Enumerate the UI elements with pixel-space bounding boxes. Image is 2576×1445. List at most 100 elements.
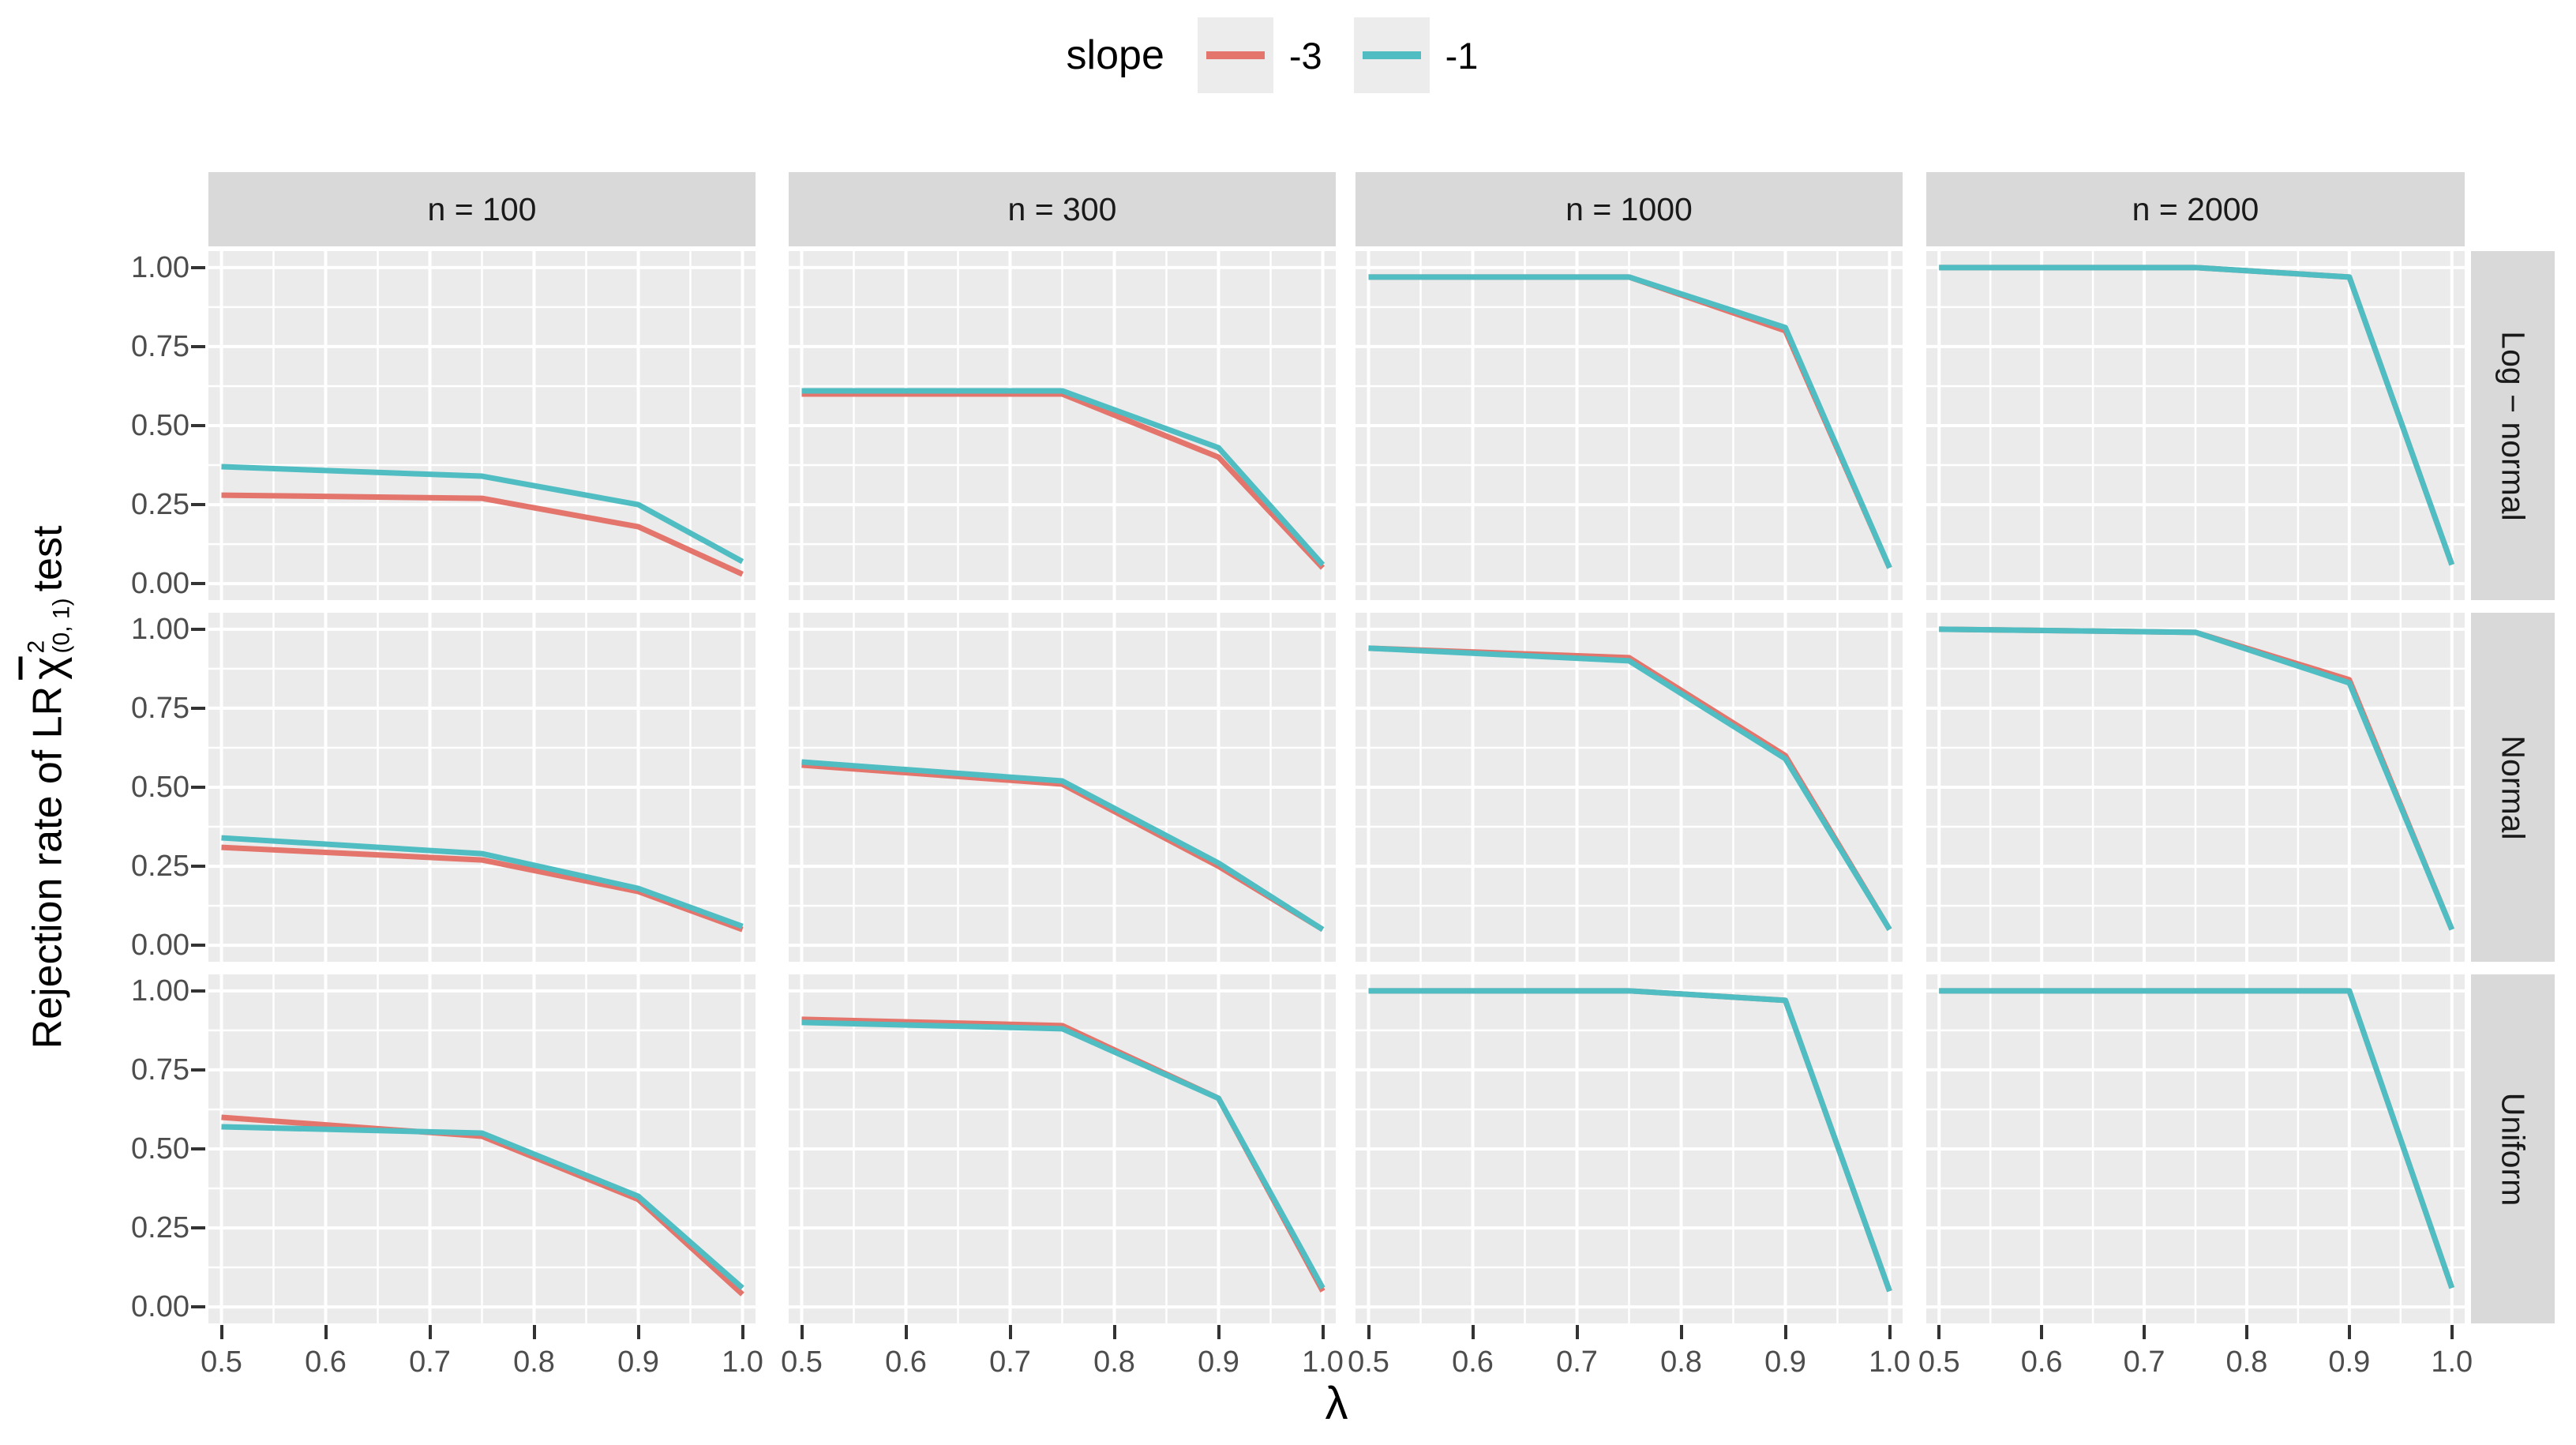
- x-tick-label: 0.5: [1348, 1346, 1389, 1379]
- facet-row-strip: Normal: [2471, 613, 2555, 962]
- chi-subscript: (0, 1): [48, 598, 74, 654]
- legend-label-slope-neg3: -3: [1288, 34, 1322, 77]
- line-slope-neg3: [221, 844, 744, 933]
- y-axis-title: Rejection rate of LR χ 2 (0, 1) test: [22, 525, 75, 1049]
- panel-normal-n-2000: [1926, 613, 2465, 962]
- x-tick-label: 0.7: [989, 1346, 1031, 1379]
- facet-column-strip: n = 2000: [1926, 172, 2465, 246]
- x-tick-mark: [1008, 1325, 1012, 1339]
- y-tick-label: 1.00: [131, 974, 189, 1008]
- y-tick-mark: [191, 944, 205, 948]
- line-slope-neg1: [221, 1124, 744, 1290]
- x-tick-label: 0.9: [1764, 1346, 1806, 1379]
- y-tick-label: 0.00: [131, 929, 189, 963]
- facet-row-strip-label: Log − normal: [2495, 330, 2532, 521]
- y-tick-label: 0.75: [131, 1053, 189, 1087]
- x-tick-label: 0.8: [1660, 1346, 1702, 1379]
- y-tick-label: 0.75: [131, 329, 189, 363]
- panel-uniform-n-300: [789, 974, 1336, 1323]
- y-title-prefix: Rejection rate of LR: [24, 685, 70, 1049]
- y-tick-mark: [191, 503, 205, 507]
- y-tick-mark: [191, 786, 205, 789]
- x-tick-label: 1.0: [722, 1346, 763, 1379]
- x-tick-label: 0.6: [305, 1346, 347, 1379]
- y-tick-label: 1.00: [131, 612, 189, 646]
- x-tick-label: 0.7: [1556, 1346, 1598, 1379]
- y-tick-mark: [191, 265, 205, 269]
- x-tick-label: 0.8: [2225, 1346, 2268, 1379]
- x-tick-label: 0.9: [2328, 1346, 2371, 1379]
- facet-column-strip: n = 100: [208, 172, 756, 246]
- x-tick-mark: [2347, 1325, 2351, 1339]
- y-tick-label: 0.50: [131, 409, 189, 442]
- facet-row-strip-label: Uniform: [2495, 1092, 2532, 1206]
- y-tick-label: 1.00: [131, 250, 189, 284]
- x-tick-mark: [2040, 1325, 2044, 1339]
- legend-title: slope: [1066, 32, 1164, 78]
- panel-normal-n-100: [208, 613, 756, 962]
- x-tick-label: 1.0: [1869, 1346, 1910, 1379]
- x-tick-label: 0.6: [2020, 1346, 2063, 1379]
- x-tick-mark: [532, 1325, 536, 1339]
- panel-uniform-n-2000: [1926, 974, 2465, 1323]
- chi-bar-squared-symbol: χ 2 (0, 1): [22, 598, 75, 679]
- line-slope-neg3: [801, 391, 1325, 570]
- x-tick-label: 0.6: [1452, 1346, 1494, 1379]
- line-slope-neg1: [221, 835, 744, 929]
- x-tick-label: 0.7: [409, 1346, 451, 1379]
- x-tick-label: 0.7: [2123, 1346, 2165, 1379]
- y-tick-label: 0.00: [131, 567, 189, 601]
- y-tick-label: 0.25: [131, 1211, 189, 1245]
- legend: slope -3 -1: [0, 14, 2576, 96]
- x-tick-label: 0.5: [201, 1346, 242, 1379]
- panel-log-normal-n-1000: [1355, 251, 1903, 600]
- x-tick-mark: [741, 1325, 744, 1339]
- y-tick-mark: [191, 706, 205, 710]
- y-tick-mark: [191, 1226, 205, 1230]
- y-tick-mark: [191, 865, 205, 869]
- y-tick-mark: [191, 344, 205, 348]
- x-axis-title: λ: [1325, 1378, 1348, 1429]
- legend-key-slope-neg1: [1353, 17, 1430, 93]
- x-tick-mark: [636, 1325, 640, 1339]
- x-tick-mark: [1937, 1325, 1941, 1339]
- line-slope-neg1: [1368, 274, 1892, 569]
- line-slope-neg1: [801, 759, 1325, 933]
- x-tick-label: 0.9: [1198, 1346, 1239, 1379]
- legend-key-slope-neg3: [1197, 17, 1273, 93]
- x-tick-label: 0.9: [617, 1346, 659, 1379]
- y-tick-mark: [191, 627, 205, 631]
- facet-column-strip: n = 1000: [1355, 172, 1903, 246]
- y-tick-mark: [191, 1147, 205, 1150]
- x-tick-label: 1.0: [1302, 1346, 1344, 1379]
- y-tick-label: 0.25: [131, 488, 189, 522]
- x-tick-mark: [904, 1325, 908, 1339]
- line-slope-neg1: [1368, 645, 1892, 931]
- x-tick-mark: [428, 1325, 432, 1339]
- x-tick-label: 0.8: [1093, 1346, 1135, 1379]
- panel-uniform-n-100: [208, 974, 756, 1323]
- line-slope-neg1: [1939, 988, 2455, 1289]
- x-tick-mark: [1112, 1325, 1116, 1339]
- y-tick-mark: [191, 1305, 205, 1309]
- y-tick-mark: [191, 989, 205, 993]
- panel-log-normal-n-300: [789, 251, 1336, 600]
- x-tick-mark: [2244, 1325, 2248, 1339]
- panel-normal-n-1000: [1355, 613, 1903, 962]
- legend-key-line-neg3: [1206, 51, 1265, 59]
- x-tick-mark: [1367, 1325, 1370, 1339]
- y-tick-label: 0.50: [131, 1132, 189, 1165]
- line-slope-neg1: [1939, 626, 2454, 931]
- line-slope-neg3: [221, 492, 744, 577]
- y-tick-mark: [191, 582, 205, 586]
- y-tick-mark: [191, 1068, 205, 1072]
- facet-row-strip-label: Normal: [2495, 734, 2532, 840]
- x-tick-mark: [1471, 1325, 1475, 1339]
- x-tick-label: 0.5: [1918, 1346, 1960, 1379]
- line-slope-neg1: [1368, 988, 1892, 1293]
- legend-key-line-neg1: [1362, 51, 1421, 59]
- y-title-suffix: test: [24, 525, 70, 592]
- facet-row-strip: Uniform: [2471, 974, 2555, 1323]
- y-tick-label: 0.75: [131, 691, 189, 725]
